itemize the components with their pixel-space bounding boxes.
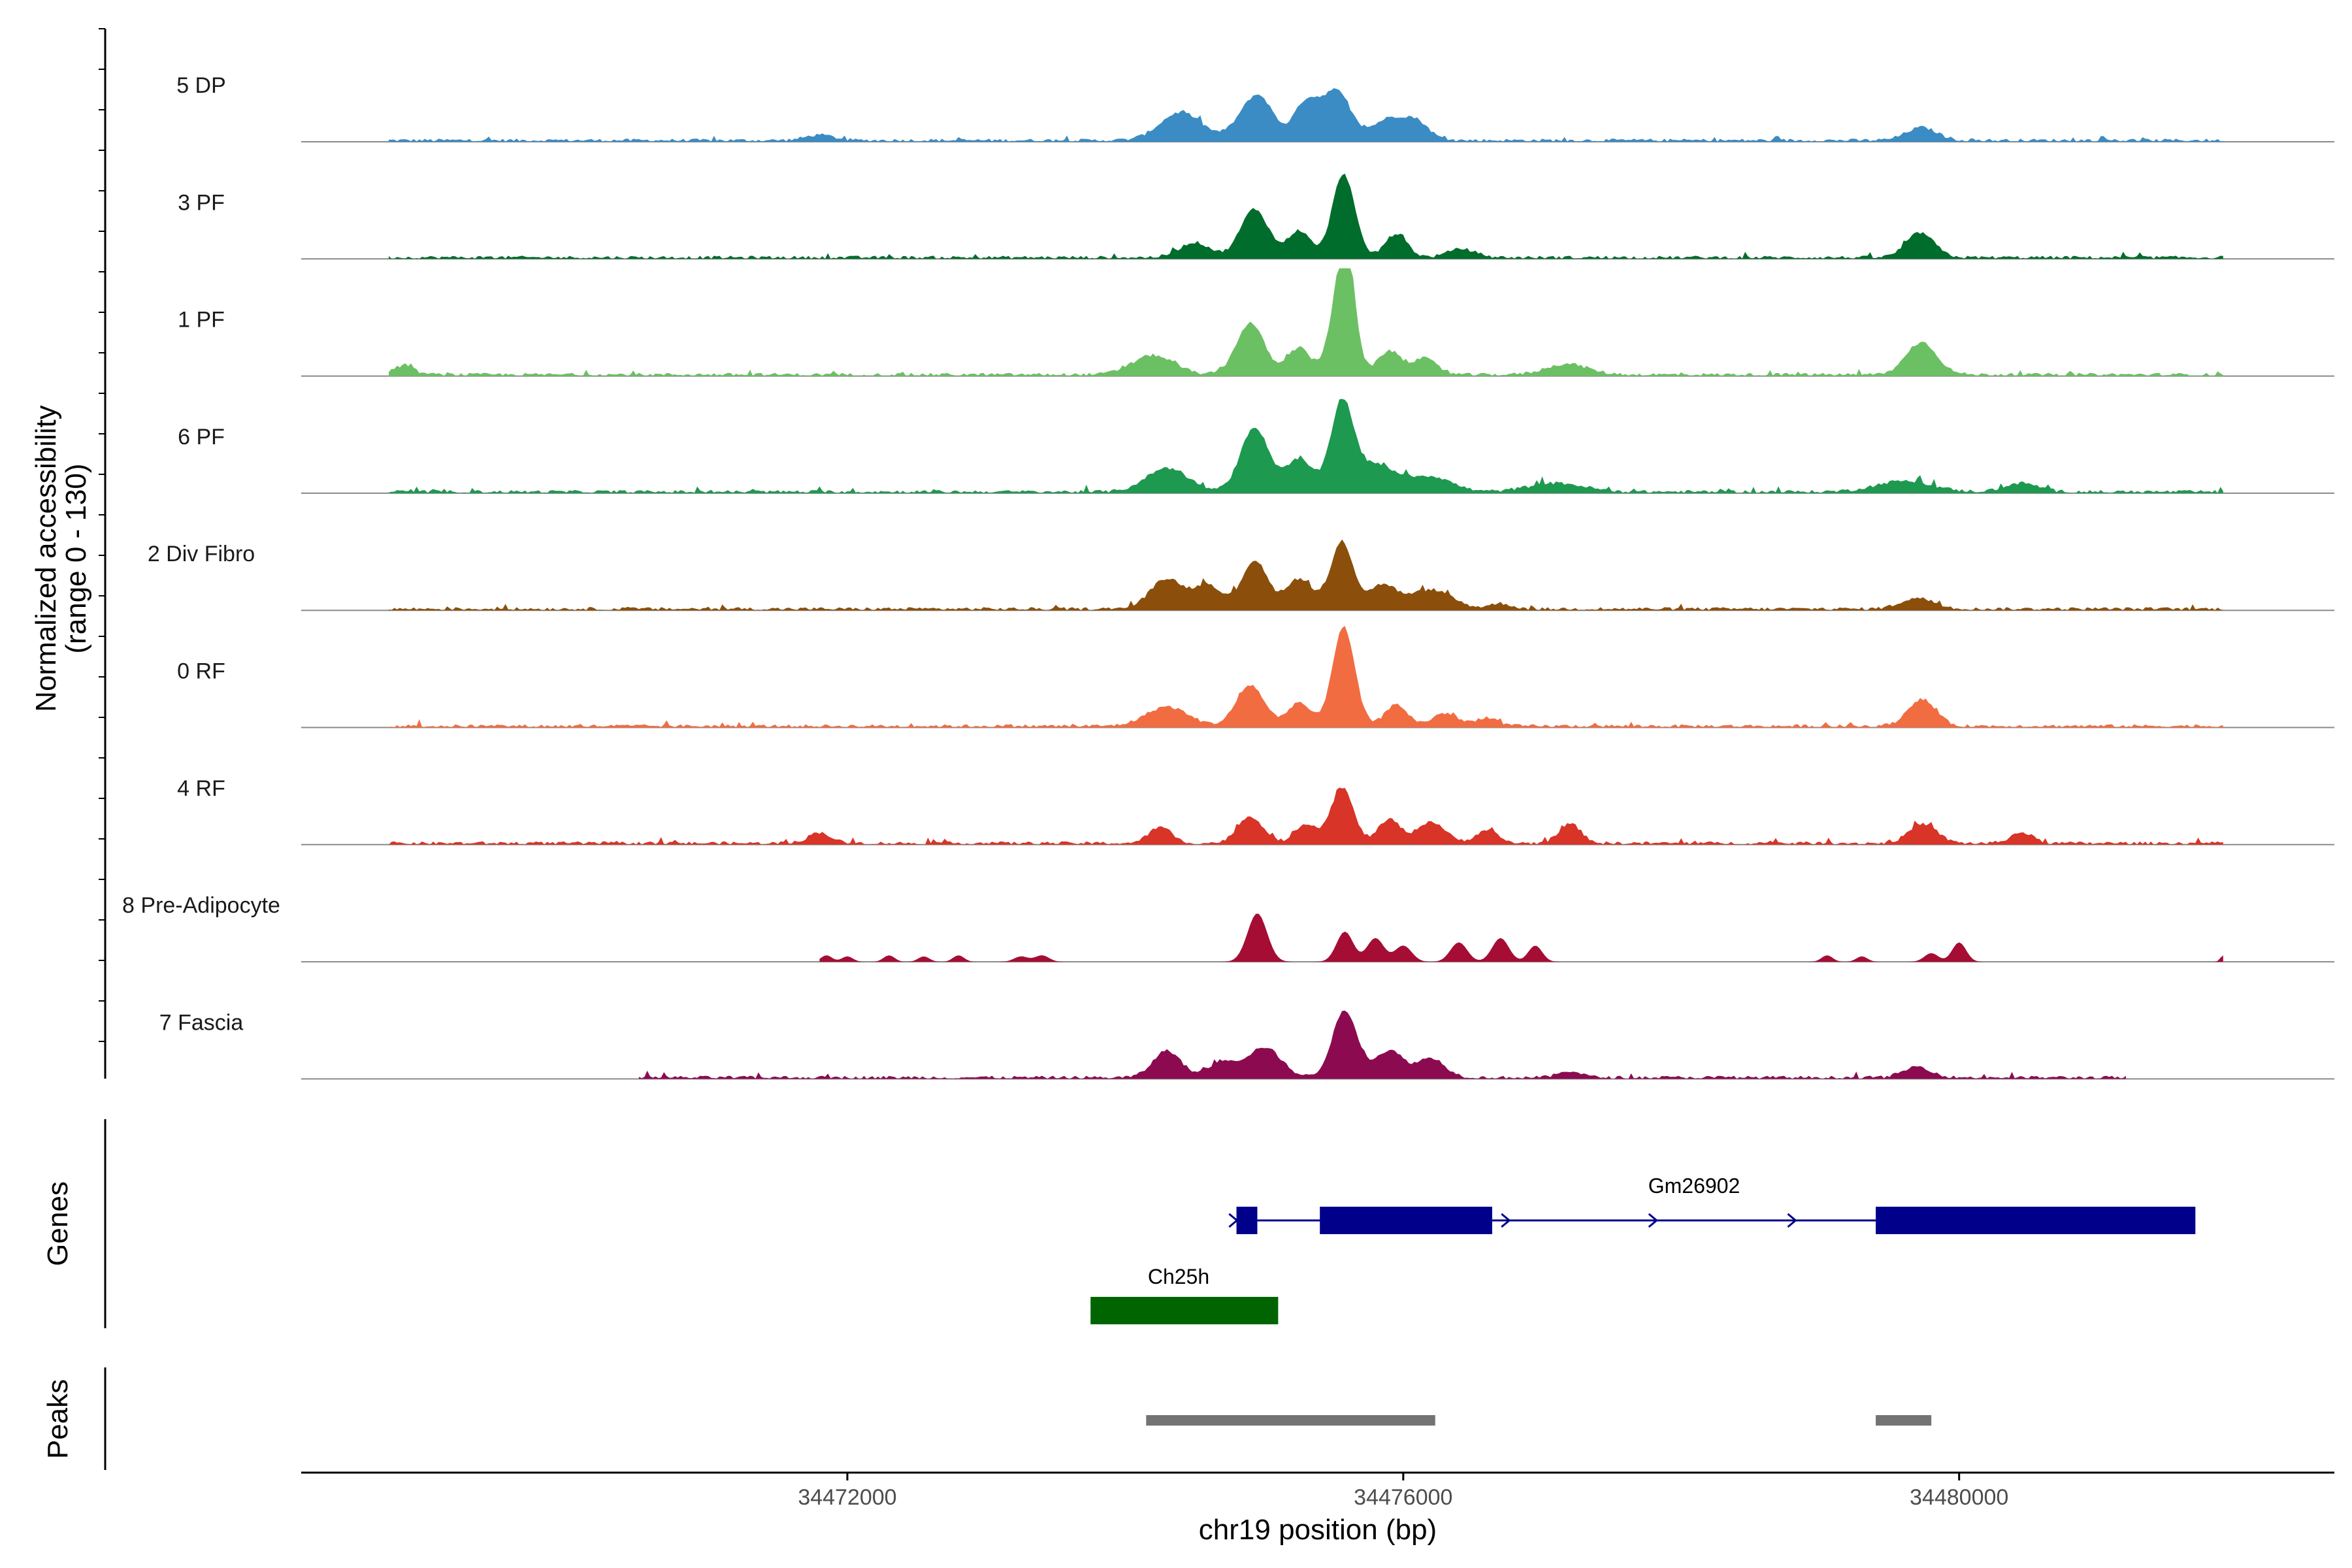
track-label: 2 Div Fibro — [148, 542, 255, 566]
gene-exon — [1090, 1297, 1279, 1324]
track-label: 7 Fascia — [159, 1010, 244, 1035]
track-coverage-area — [638, 1010, 2126, 1079]
gene-gm26902: Gm26902 — [1228, 1174, 2196, 1234]
y-axis-title-line-2: (range 0 - 130) — [60, 463, 92, 653]
gene-strand-arrow — [1501, 1213, 1511, 1228]
track-label: 5 DP — [176, 73, 226, 98]
y-axis-ticks — [99, 28, 105, 1042]
track-2-div-fibro: 2 Div Fibro — [148, 539, 2334, 612]
peaks-panel-title: Peaks — [42, 1379, 74, 1459]
track-label: 0 RF — [177, 659, 225, 684]
coverage-tracks: 5 DP 3 PF 1 PF 6 PF 2 Div Fibro 0 RF 4 RF 8 Pre… — [122, 73, 2334, 1080]
track-label: 3 PF — [178, 190, 225, 215]
gene-exon — [1876, 1207, 2196, 1234]
track-6-pf: 6 PF — [178, 399, 2334, 494]
y-axis-title-line-1: Normalized accessibility — [30, 405, 62, 711]
gene-annotations: Gm26902 Ch25h — [1090, 1174, 2196, 1324]
track-3-pf: 3 PF — [178, 173, 2334, 260]
x-axis-ticks: 34472000 34476000 34480000 — [798, 1473, 2008, 1510]
track-coverage-area — [389, 268, 2223, 376]
track-coverage-area — [389, 787, 2223, 845]
track-7-fascia: 7 Fascia — [159, 1010, 2334, 1080]
track-label: 8 Pre-Adipocyte — [122, 893, 280, 918]
genes-panel-title: Genes — [42, 1181, 74, 1266]
track-8-pre-adipocyte: 8 Pre-Adipocyte — [122, 893, 2334, 963]
x-axis-title: chr19 position (bp) — [1199, 1514, 1437, 1546]
track-coverage-area — [819, 913, 2223, 962]
track-coverage-area — [389, 173, 2223, 259]
track-0-rf: 0 RF — [177, 626, 2334, 728]
peak-bar — [1876, 1415, 1932, 1426]
x-axis-tick-label: 34476000 — [1354, 1485, 1452, 1510]
gene-exon — [1236, 1207, 1258, 1234]
track-coverage-area — [389, 88, 2223, 142]
gene-ch25h: Ch25h — [1090, 1265, 1279, 1324]
peak-regions — [1146, 1415, 1932, 1426]
track-coverage-area — [389, 399, 2223, 493]
gene-label: Ch25h — [1148, 1265, 1209, 1288]
track-5-dp: 5 DP — [176, 73, 2334, 142]
track-4-rf: 4 RF — [177, 776, 2334, 845]
x-axis-tick-label: 34480000 — [1910, 1485, 2008, 1510]
track-1-pf: 1 PF — [178, 268, 2334, 377]
peak-bar — [1146, 1415, 1435, 1426]
track-coverage-area — [389, 626, 2223, 728]
gene-label: Gm26902 — [1648, 1174, 1740, 1198]
track-label: 1 PF — [178, 308, 225, 333]
track-coverage-area — [389, 539, 2223, 611]
x-axis-tick-label: 34472000 — [798, 1485, 896, 1510]
gene-strand-arrow — [1648, 1213, 1659, 1228]
track-label: 6 PF — [178, 425, 225, 449]
track-label: 4 RF — [177, 776, 225, 801]
gene-exon — [1320, 1207, 1492, 1234]
gene-strand-arrow — [1787, 1213, 1797, 1228]
gene-strand-arrow — [1228, 1213, 1239, 1228]
